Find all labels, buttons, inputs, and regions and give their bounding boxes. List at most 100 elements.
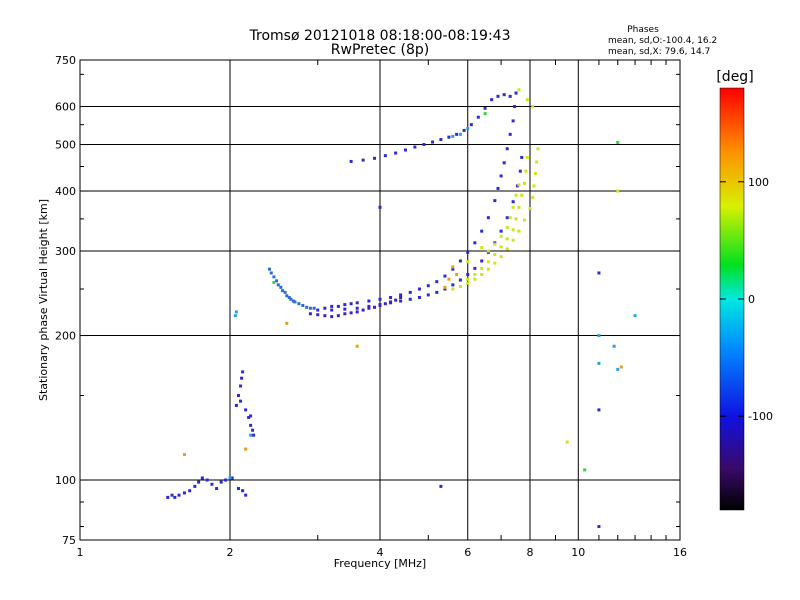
data-points: [166, 88, 637, 529]
data-point: [389, 296, 393, 300]
data-point: [517, 183, 521, 187]
data-point: [505, 147, 509, 151]
data-point: [276, 283, 280, 287]
data-point: [251, 428, 255, 432]
data-point: [505, 237, 509, 241]
data-point: [505, 216, 509, 220]
data-point: [483, 106, 487, 110]
data-point: [241, 489, 245, 493]
data-point: [244, 493, 248, 497]
data-point: [291, 299, 295, 303]
data-point: [597, 271, 601, 275]
data-point: [435, 290, 439, 294]
data-point: [239, 384, 243, 388]
data-point: [289, 297, 293, 301]
data-point: [308, 312, 312, 316]
data-point: [399, 296, 403, 300]
data-point: [293, 300, 297, 304]
data-point: [476, 115, 480, 119]
data-point: [499, 245, 503, 249]
data-point: [505, 225, 509, 229]
data-point: [451, 287, 455, 291]
data-point: [234, 403, 238, 407]
data-point: [518, 169, 522, 173]
data-point: [378, 205, 382, 209]
data-point: [496, 94, 500, 98]
data-point: [511, 205, 515, 209]
data-point: [182, 491, 186, 495]
data-point: [316, 313, 320, 317]
data-point: [361, 308, 365, 312]
data-point: [422, 143, 426, 147]
data-point: [473, 273, 477, 277]
data-point: [249, 433, 253, 437]
data-point: [323, 306, 327, 310]
data-point: [224, 478, 228, 482]
data-point: [451, 267, 455, 271]
data-point: [247, 415, 251, 419]
data-point: [343, 303, 347, 307]
data-point: [367, 306, 371, 310]
data-point: [241, 370, 245, 374]
data-point: [279, 285, 283, 289]
x-tick-label: 8: [527, 546, 534, 559]
data-point: [612, 344, 616, 348]
data-point: [531, 195, 535, 199]
data-point: [426, 284, 430, 288]
data-point: [458, 285, 462, 289]
data-point: [458, 259, 462, 263]
data-point: [252, 433, 256, 437]
data-point: [535, 160, 539, 164]
data-point: [466, 277, 470, 281]
data-point: [399, 299, 403, 303]
data-point: [528, 206, 532, 210]
data-point: [443, 287, 447, 291]
data-point: [188, 489, 192, 493]
data-point: [616, 367, 620, 371]
data-point: [283, 290, 287, 294]
data-point: [413, 145, 417, 149]
data-point: [517, 205, 521, 209]
data-point: [431, 140, 435, 144]
data-point: [499, 255, 503, 259]
data-point: [349, 302, 353, 306]
data-point: [426, 293, 430, 297]
y-tick-label: 750: [55, 54, 76, 67]
data-point: [301, 303, 305, 307]
y-tick-label: 200: [55, 330, 76, 343]
data-point: [378, 297, 382, 301]
data-point: [597, 361, 601, 365]
data-point: [249, 414, 253, 418]
data-point: [523, 181, 527, 185]
data-point: [435, 280, 439, 284]
data-point: [466, 250, 470, 254]
data-point: [466, 260, 470, 264]
data-point: [619, 365, 623, 369]
data-point: [343, 312, 347, 316]
data-point: [210, 482, 214, 486]
data-point: [499, 229, 503, 233]
data-point: [458, 132, 462, 136]
data-point: [466, 281, 470, 285]
data-point: [480, 229, 484, 233]
data-point: [408, 297, 412, 301]
stats-heading: Phases: [627, 25, 659, 35]
data-point: [182, 453, 186, 457]
data-point: [486, 249, 490, 253]
data-point: [451, 134, 455, 138]
data-point: [272, 280, 276, 284]
data-point: [330, 308, 334, 312]
data-point: [597, 525, 601, 529]
data-point: [383, 302, 387, 306]
data-point: [511, 119, 515, 123]
data-point: [493, 242, 497, 246]
data-point: [517, 229, 521, 233]
data-point: [236, 394, 240, 398]
data-point: [499, 234, 503, 238]
data-point: [443, 285, 447, 289]
data-point: [513, 105, 517, 109]
data-point: [330, 315, 334, 319]
data-point: [511, 200, 515, 204]
data-point: [269, 271, 273, 275]
data-point: [349, 311, 353, 315]
